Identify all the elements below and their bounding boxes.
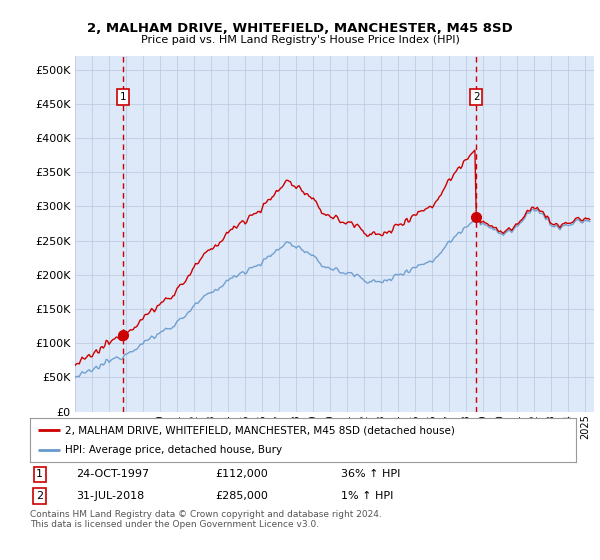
- Text: 31-JUL-2018: 31-JUL-2018: [76, 491, 145, 501]
- Text: 24-OCT-1997: 24-OCT-1997: [76, 469, 149, 479]
- Text: 1: 1: [119, 92, 126, 102]
- Text: 2, MALHAM DRIVE, WHITEFIELD, MANCHESTER, M45 8SD: 2, MALHAM DRIVE, WHITEFIELD, MANCHESTER,…: [87, 22, 513, 35]
- Text: 1: 1: [37, 469, 43, 479]
- Text: HPI: Average price, detached house, Bury: HPI: Average price, detached house, Bury: [65, 445, 283, 455]
- Text: Contains HM Land Registry data © Crown copyright and database right 2024.
This d: Contains HM Land Registry data © Crown c…: [30, 510, 382, 529]
- Text: £285,000: £285,000: [215, 491, 269, 501]
- Text: 2: 2: [473, 92, 479, 102]
- Text: 36% ↑ HPI: 36% ↑ HPI: [341, 469, 401, 479]
- Text: £112,000: £112,000: [215, 469, 268, 479]
- Text: 2, MALHAM DRIVE, WHITEFIELD, MANCHESTER, M45 8SD (detached house): 2, MALHAM DRIVE, WHITEFIELD, MANCHESTER,…: [65, 425, 455, 435]
- Text: 2: 2: [36, 491, 43, 501]
- Text: Price paid vs. HM Land Registry's House Price Index (HPI): Price paid vs. HM Land Registry's House …: [140, 35, 460, 45]
- Text: 1% ↑ HPI: 1% ↑ HPI: [341, 491, 394, 501]
